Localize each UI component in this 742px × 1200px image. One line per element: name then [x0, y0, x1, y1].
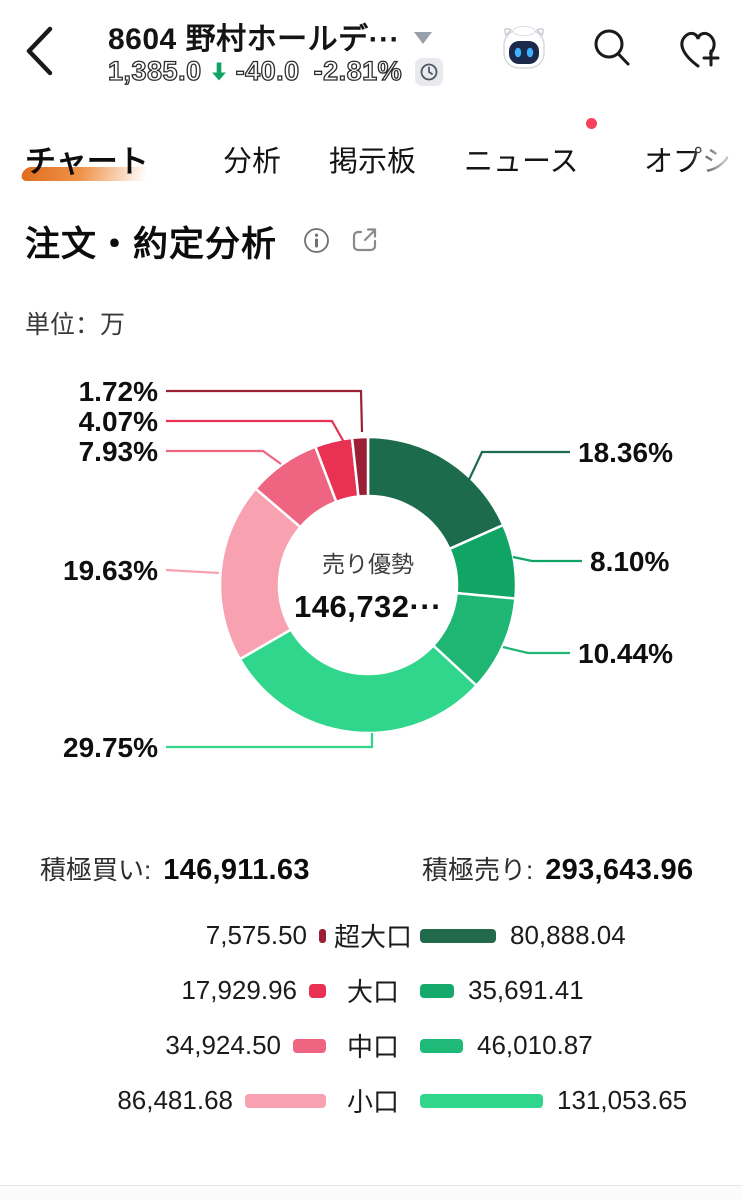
buy-bar [245, 1093, 326, 1108]
donut-callout-line [165, 568, 220, 575]
unit-label: 単位：万 [25, 311, 126, 339]
buy-value: 86,481.68 [117, 1085, 233, 1115]
size-label: 超大口 [333, 922, 412, 952]
sell-bar [420, 983, 454, 998]
legend-row-large: 17,929.96 大口 35,691.41 [0, 963, 742, 1018]
legend: 7,575.50 超大口 80,888.04 17,929.96 大口 35,6… [0, 908, 742, 1128]
bottom-divider [0, 1185, 742, 1186]
donut-callout-line [512, 555, 582, 563]
clock-icon [420, 63, 438, 80]
legend-row-medium: 34,924.50 中口 46,010.87 [0, 1018, 742, 1073]
bottom-area [0, 1186, 742, 1200]
last-price: 1,385.0 [107, 55, 202, 86]
legend-row-xlarge: 7,575.50 超大口 80,888.04 [0, 908, 742, 963]
chevron-down-icon [414, 32, 433, 44]
donut-segment[interactable] [218, 486, 303, 661]
stock-title-text: 8604 野村ホールデ··· [108, 23, 401, 56]
donut-percent-label: 1.72% [79, 376, 158, 407]
sell-value: 131,053.65 [557, 1085, 688, 1115]
tab-analysis[interactable]: 分析 [223, 146, 282, 178]
donut-percent-label: 8.10% [590, 546, 669, 577]
donut-callout-line [466, 450, 570, 485]
sell-bar [420, 1038, 463, 1053]
add-watchlist-button[interactable] [674, 25, 724, 78]
donut-segment[interactable] [350, 435, 370, 498]
tab-options[interactable]: オプシ [644, 138, 731, 180]
donut-percent-label: 29.75% [63, 732, 158, 763]
sell-value: 46,010.87 [477, 1030, 593, 1060]
size-label: 大口 [346, 977, 399, 1007]
donut-percent-label: 7.93% [79, 436, 158, 467]
news-badge-dot [586, 118, 597, 129]
buy-bar [309, 983, 326, 998]
session-clock-badge[interactable] [415, 57, 444, 86]
buy-value: 7,575.50 [205, 920, 307, 950]
donut-percent-label: 19.63% [63, 555, 158, 586]
arrow-down-icon [211, 62, 226, 81]
buy-value: 34,924.50 [165, 1030, 281, 1060]
tab-chart[interactable]: チャート [25, 144, 149, 179]
price-change: -40.0 [235, 55, 300, 86]
share-button[interactable] [351, 226, 379, 259]
heart-plus-icon [680, 31, 720, 68]
size-label: 中口 [346, 1032, 399, 1062]
buy-bar [319, 928, 326, 943]
donut-callout-line [166, 733, 374, 749]
order-analysis-donut-chart: 18.36% 8.10% 10.44% 29.75% 19.63% 7.93%4.07%1… [63, 376, 673, 763]
back-button[interactable] [18, 22, 62, 80]
aggressive-sell-label: 積極売り: [422, 855, 534, 885]
price-row: 1,385.0 -40.0 -2.81% [107, 55, 444, 87]
price-change-pct: -2.81% [313, 55, 403, 86]
donut-percent-label: 4.07% [79, 406, 158, 437]
tab-board[interactable]: 掲示板 [329, 146, 417, 178]
buy-value: 17,929.96 [181, 975, 297, 1005]
sell-value: 35,691.41 [468, 975, 584, 1005]
search-icon [594, 29, 630, 66]
donut-callout-line [166, 389, 364, 433]
donut-percent-label: 10.44% [578, 638, 673, 669]
sell-bar [420, 928, 496, 943]
robot-icon [503, 26, 545, 69]
legend-row-small: 86,481.68 小口 131,053.65 [0, 1073, 742, 1128]
donut-segment[interactable] [238, 627, 479, 735]
donut-segment[interactable] [366, 435, 505, 551]
sell-value: 80,888.04 [510, 920, 626, 950]
ai-assistant-button[interactable] [498, 22, 550, 79]
summary-row: 積極買い: 146,911.63 積極売り: 293,643.96 [0, 850, 742, 890]
buy-bar [293, 1038, 326, 1053]
aggressive-buy-label: 積極買い: [40, 855, 152, 885]
info-icon [304, 228, 329, 253]
search-button[interactable] [590, 27, 634, 76]
section-title: 注文・約定分析 [25, 225, 278, 264]
donut-percent-label: 18.36% [578, 437, 673, 468]
aggressive-sell-summary: 積極売り: 293,643.96 [422, 850, 693, 887]
donut-callout-line [502, 645, 570, 655]
share-icon [352, 228, 377, 252]
aggressive-sell-value: 293,643.96 [545, 854, 694, 886]
sell-bar [420, 1093, 543, 1108]
stock-title[interactable]: 8604 野村ホールデ··· [108, 14, 433, 58]
tab-news[interactable]: ニュース [464, 146, 579, 178]
aggressive-buy-value: 146,911.63 [163, 854, 310, 886]
donut-callout-line [166, 449, 282, 465]
size-label: 小口 [346, 1087, 399, 1117]
info-button[interactable] [303, 227, 330, 259]
aggressive-buy-summary: 積極買い: 146,911.63 [40, 850, 310, 887]
donut-callout-line [166, 419, 346, 445]
